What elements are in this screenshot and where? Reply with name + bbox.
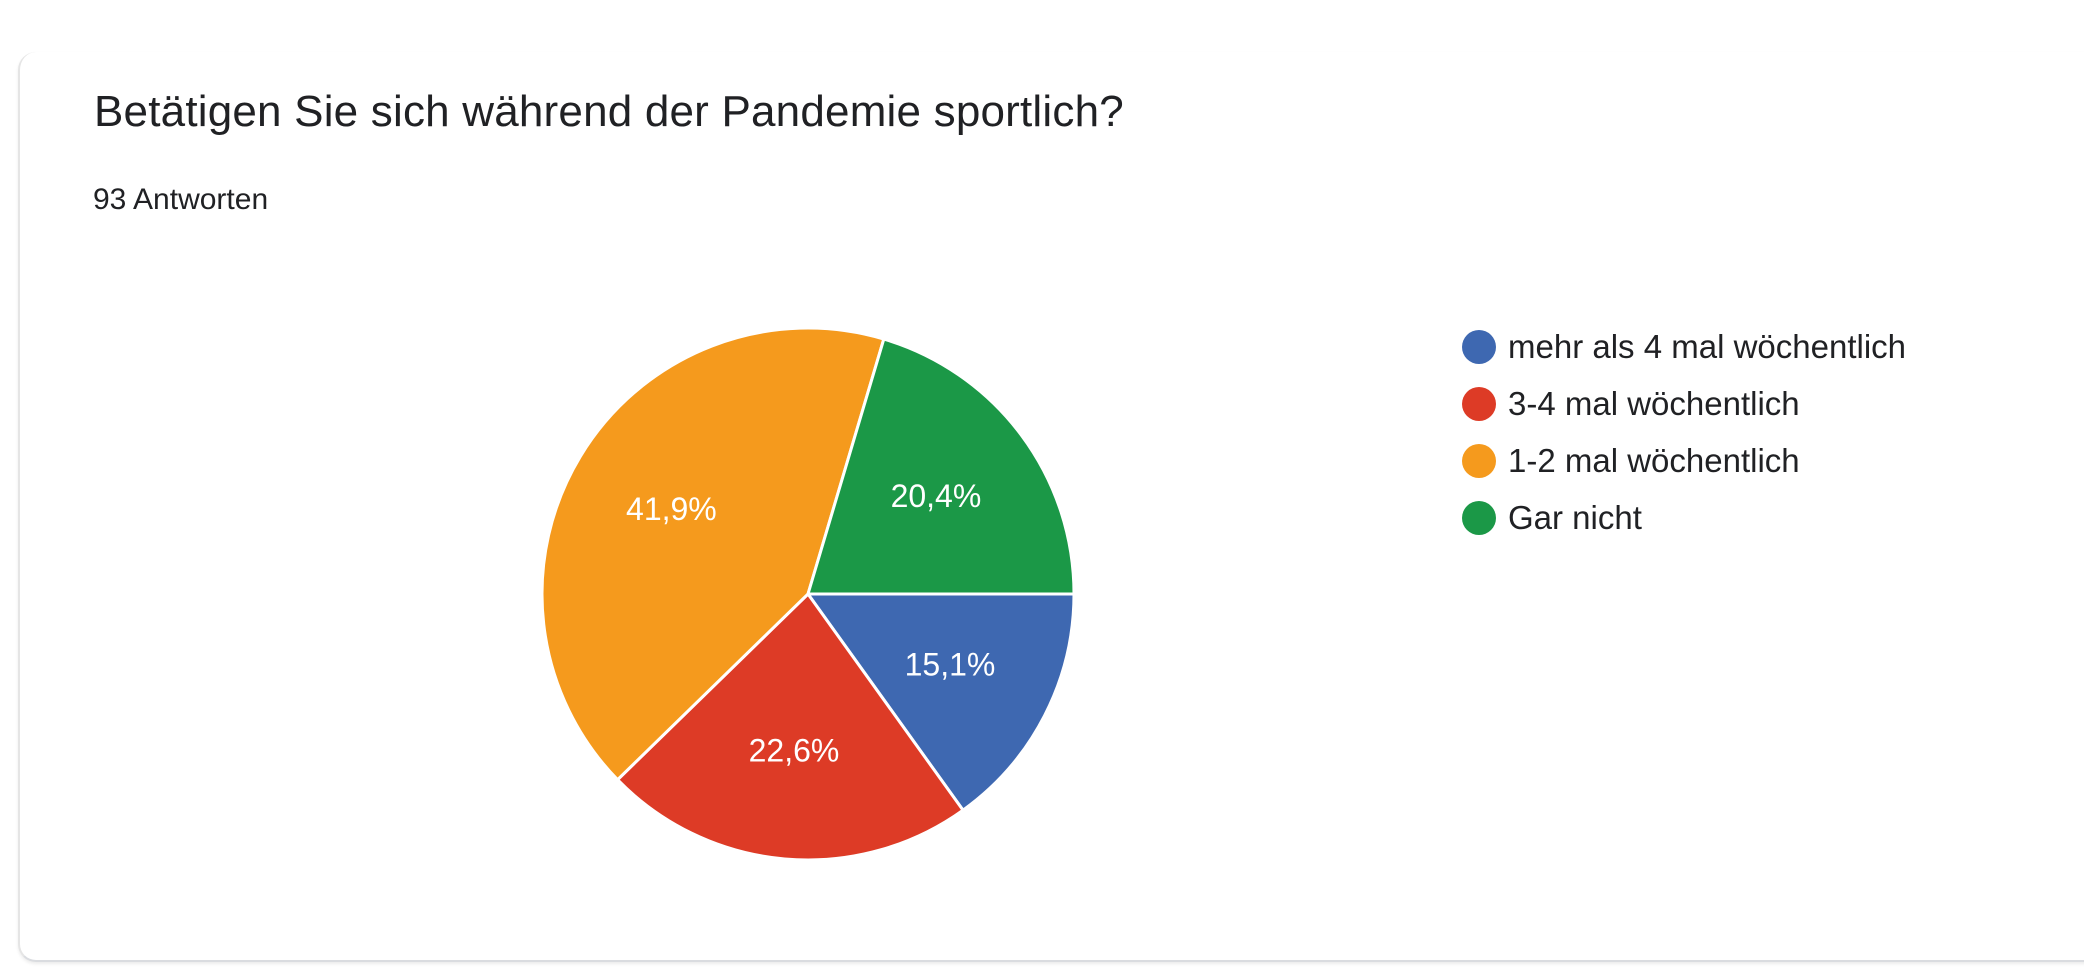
legend-item[interactable]: mehr als 4 mal wöchentlich xyxy=(1462,318,1906,375)
pie-slice[interactable] xyxy=(615,591,966,862)
legend-label: mehr als 4 mal wöchentlich xyxy=(1508,327,1906,365)
legend-item[interactable]: 1-2 mal wöchentlich xyxy=(1462,432,1906,489)
chart-legend: mehr als 4 mal wöchentlich 3-4 mal wöche… xyxy=(1462,318,1906,546)
slice-percent-label: 20,4% xyxy=(891,478,982,514)
slice-percent-label: 15,1% xyxy=(905,646,996,682)
slice-percent-label: 22,6% xyxy=(749,732,840,768)
pie-slice[interactable] xyxy=(805,337,1076,596)
legend-dot-icon xyxy=(1462,443,1496,478)
legend-label: 3-4 mal wöchentlich xyxy=(1508,384,1800,422)
legend-label: Gar nicht xyxy=(1508,498,1642,536)
legend-item[interactable]: 3-4 mal wöchentlich xyxy=(1462,375,1906,432)
pie-slice[interactable] xyxy=(805,592,1076,813)
slice-percent-label: 41,9% xyxy=(626,491,717,527)
response-count: 93 Antworten xyxy=(93,183,269,216)
legend-dot-icon xyxy=(1462,500,1496,535)
legend-dot-icon xyxy=(1462,386,1496,421)
legend-item[interactable]: Gar nicht xyxy=(1462,489,1906,546)
legend-dot-icon xyxy=(1462,329,1496,364)
question-title: Betätigen Sie sich während der Pandemie … xyxy=(94,87,1124,136)
legend-label: 1-2 mal wöchentlich xyxy=(1508,441,1800,479)
pie-slice[interactable] xyxy=(540,326,886,782)
